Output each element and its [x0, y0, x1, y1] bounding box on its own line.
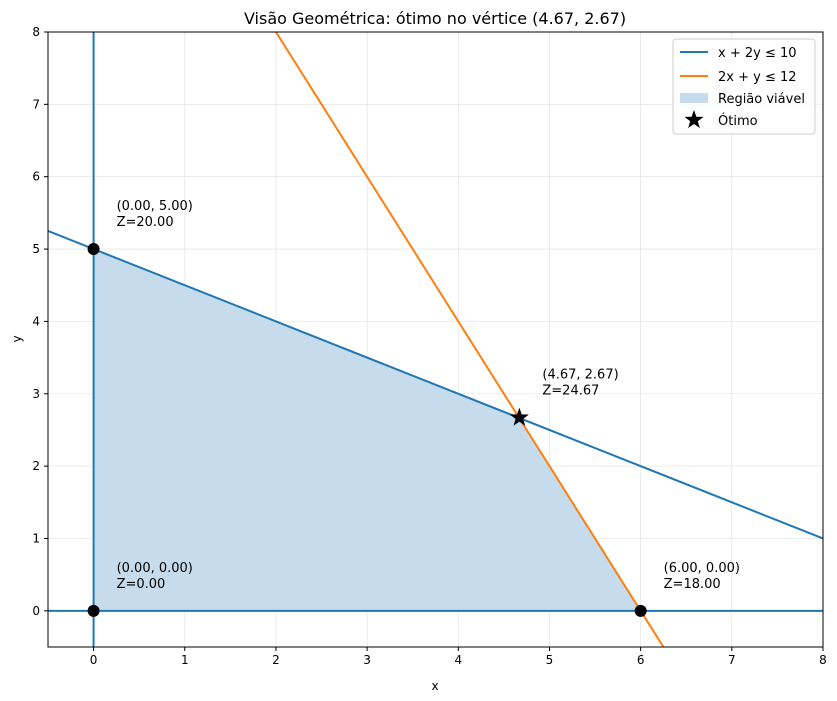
x-tick-label: 7: [728, 653, 736, 667]
vertex-coordinate-label: (6.00, 0.00): [664, 561, 740, 576]
x-tick-label: 3: [363, 653, 371, 667]
y-tick-label: 8: [32, 25, 40, 39]
x-tick-label: 2: [272, 653, 280, 667]
legend-label-optimum: Ótimo: [718, 113, 758, 129]
vertex-point: [87, 604, 100, 617]
legend-box: [672, 38, 816, 135]
constraint-line-1: [48, 230, 823, 540]
vertex-z-label: Z=20.00: [117, 215, 174, 230]
chart-title: Visão Geométrica: ótimo no vértice (4.67…: [244, 9, 626, 28]
x-axis-label: x: [431, 679, 438, 693]
y-tick-label: 3: [32, 387, 40, 401]
y-tick-label: 2: [32, 459, 40, 473]
constraint-line-2: [275, 32, 665, 647]
y-tick-label: 1: [32, 531, 40, 545]
vertex-z-label: Z=18.00: [664, 577, 721, 592]
y-tick-label: 4: [32, 314, 40, 328]
x-tick-label: 5: [546, 653, 554, 667]
vertex-coordinate-label: (4.67, 2.67): [542, 368, 618, 383]
legend-label-1: x + 2y ≤ 10: [718, 46, 797, 61]
y-tick-label: 7: [32, 97, 40, 111]
x-tick-label: 8: [819, 653, 827, 667]
vertex-coordinate-label: (0.00, 5.00): [117, 199, 193, 214]
legend-swatch-star: [684, 110, 704, 129]
vertex-point: [87, 243, 100, 256]
y-tick-label: 5: [32, 242, 40, 256]
plot-frame: [47, 31, 824, 648]
optimum-star-marker: [509, 407, 529, 426]
plot-content: [48, 32, 823, 647]
legend-swatch-region: [680, 93, 708, 103]
plot-area: (0.00, 5.00)Z=20.00 (4.67, 2.67)Z=24.67 (0…: [32, 25, 826, 667]
y-axis-label: y: [10, 335, 24, 342]
x-tick-label: 0: [90, 653, 98, 667]
legend-label-region: Região viável: [718, 92, 805, 107]
x-tick-label: 6: [637, 653, 645, 667]
y-tick-label: 6: [32, 170, 40, 184]
vertex-z-label: Z=0.00: [117, 577, 166, 592]
feasible-region: [93, 249, 641, 611]
vertex-coordinate-label: (0.00, 0.00): [117, 561, 193, 576]
x-tick-label: 4: [454, 653, 462, 667]
vertex-point: [634, 604, 647, 617]
legend: x + 2y ≤ 10 2x + y ≤ 12 Região viável Ótimo: [672, 38, 816, 135]
vertex-z-label: Z=24.67: [542, 384, 599, 399]
x-tick-label: 1: [181, 653, 189, 667]
legend-label-2: 2x + y ≤ 12: [718, 70, 797, 85]
y-tick-label: 0: [32, 604, 40, 618]
